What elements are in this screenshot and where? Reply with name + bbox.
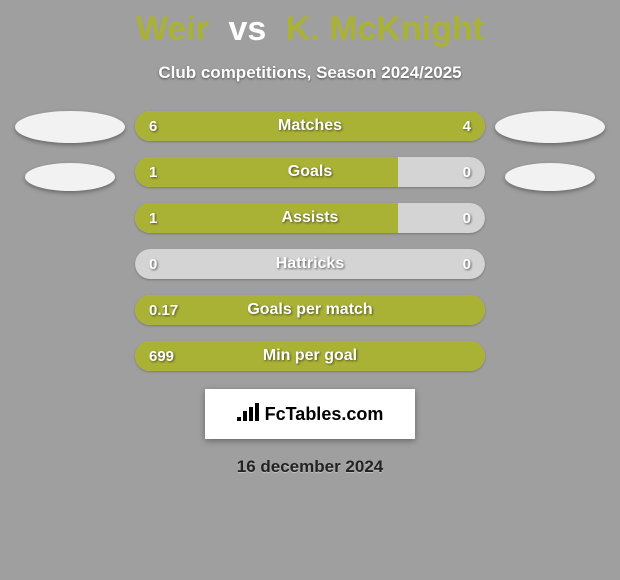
bar-row: Min per goal699 xyxy=(135,341,485,371)
title-player1: Weir xyxy=(136,10,209,48)
bar-row: Goals10 xyxy=(135,157,485,187)
title-player2: K. McKnight xyxy=(286,10,484,48)
comparison-bars: Matches64 Goals10 Assists10 Hattricks00 Goal… xyxy=(135,111,485,371)
subtitle: Club competitions, Season 2024/2025 xyxy=(158,63,461,83)
brand-icon xyxy=(237,403,259,426)
bar-bg xyxy=(135,249,485,279)
comparison-content: Matches64 Goals10 Assists10 Hattricks00 Goal… xyxy=(0,111,620,371)
left-ellipses xyxy=(15,111,125,191)
left-ellipse-big xyxy=(15,111,125,143)
brand-badge: FcTables.com xyxy=(205,389,415,439)
right-ellipses xyxy=(495,111,605,191)
right-ellipse-small xyxy=(505,163,595,191)
bar-row: Matches64 xyxy=(135,111,485,141)
bar-fill-left xyxy=(135,341,485,371)
page-title: Weir vs K. McKnight xyxy=(136,10,484,49)
bar-fill-right xyxy=(345,111,485,141)
page: Weir vs K. McKnight Club competitions, S… xyxy=(0,0,620,580)
date-label: 16 december 2024 xyxy=(237,457,384,477)
left-ellipse-small xyxy=(25,163,115,191)
brand-text: FcTables.com xyxy=(265,404,384,425)
bar-row: Assists10 xyxy=(135,203,485,233)
bar-row: Goals per match0.17 xyxy=(135,295,485,325)
bar-row: Hattricks00 xyxy=(135,249,485,279)
right-ellipse-big xyxy=(495,111,605,143)
bar-fill-left xyxy=(135,295,485,325)
bar-fill-left xyxy=(135,157,398,187)
bar-fill-left xyxy=(135,111,345,141)
title-vs: vs xyxy=(228,10,266,48)
bar-fill-left xyxy=(135,203,398,233)
